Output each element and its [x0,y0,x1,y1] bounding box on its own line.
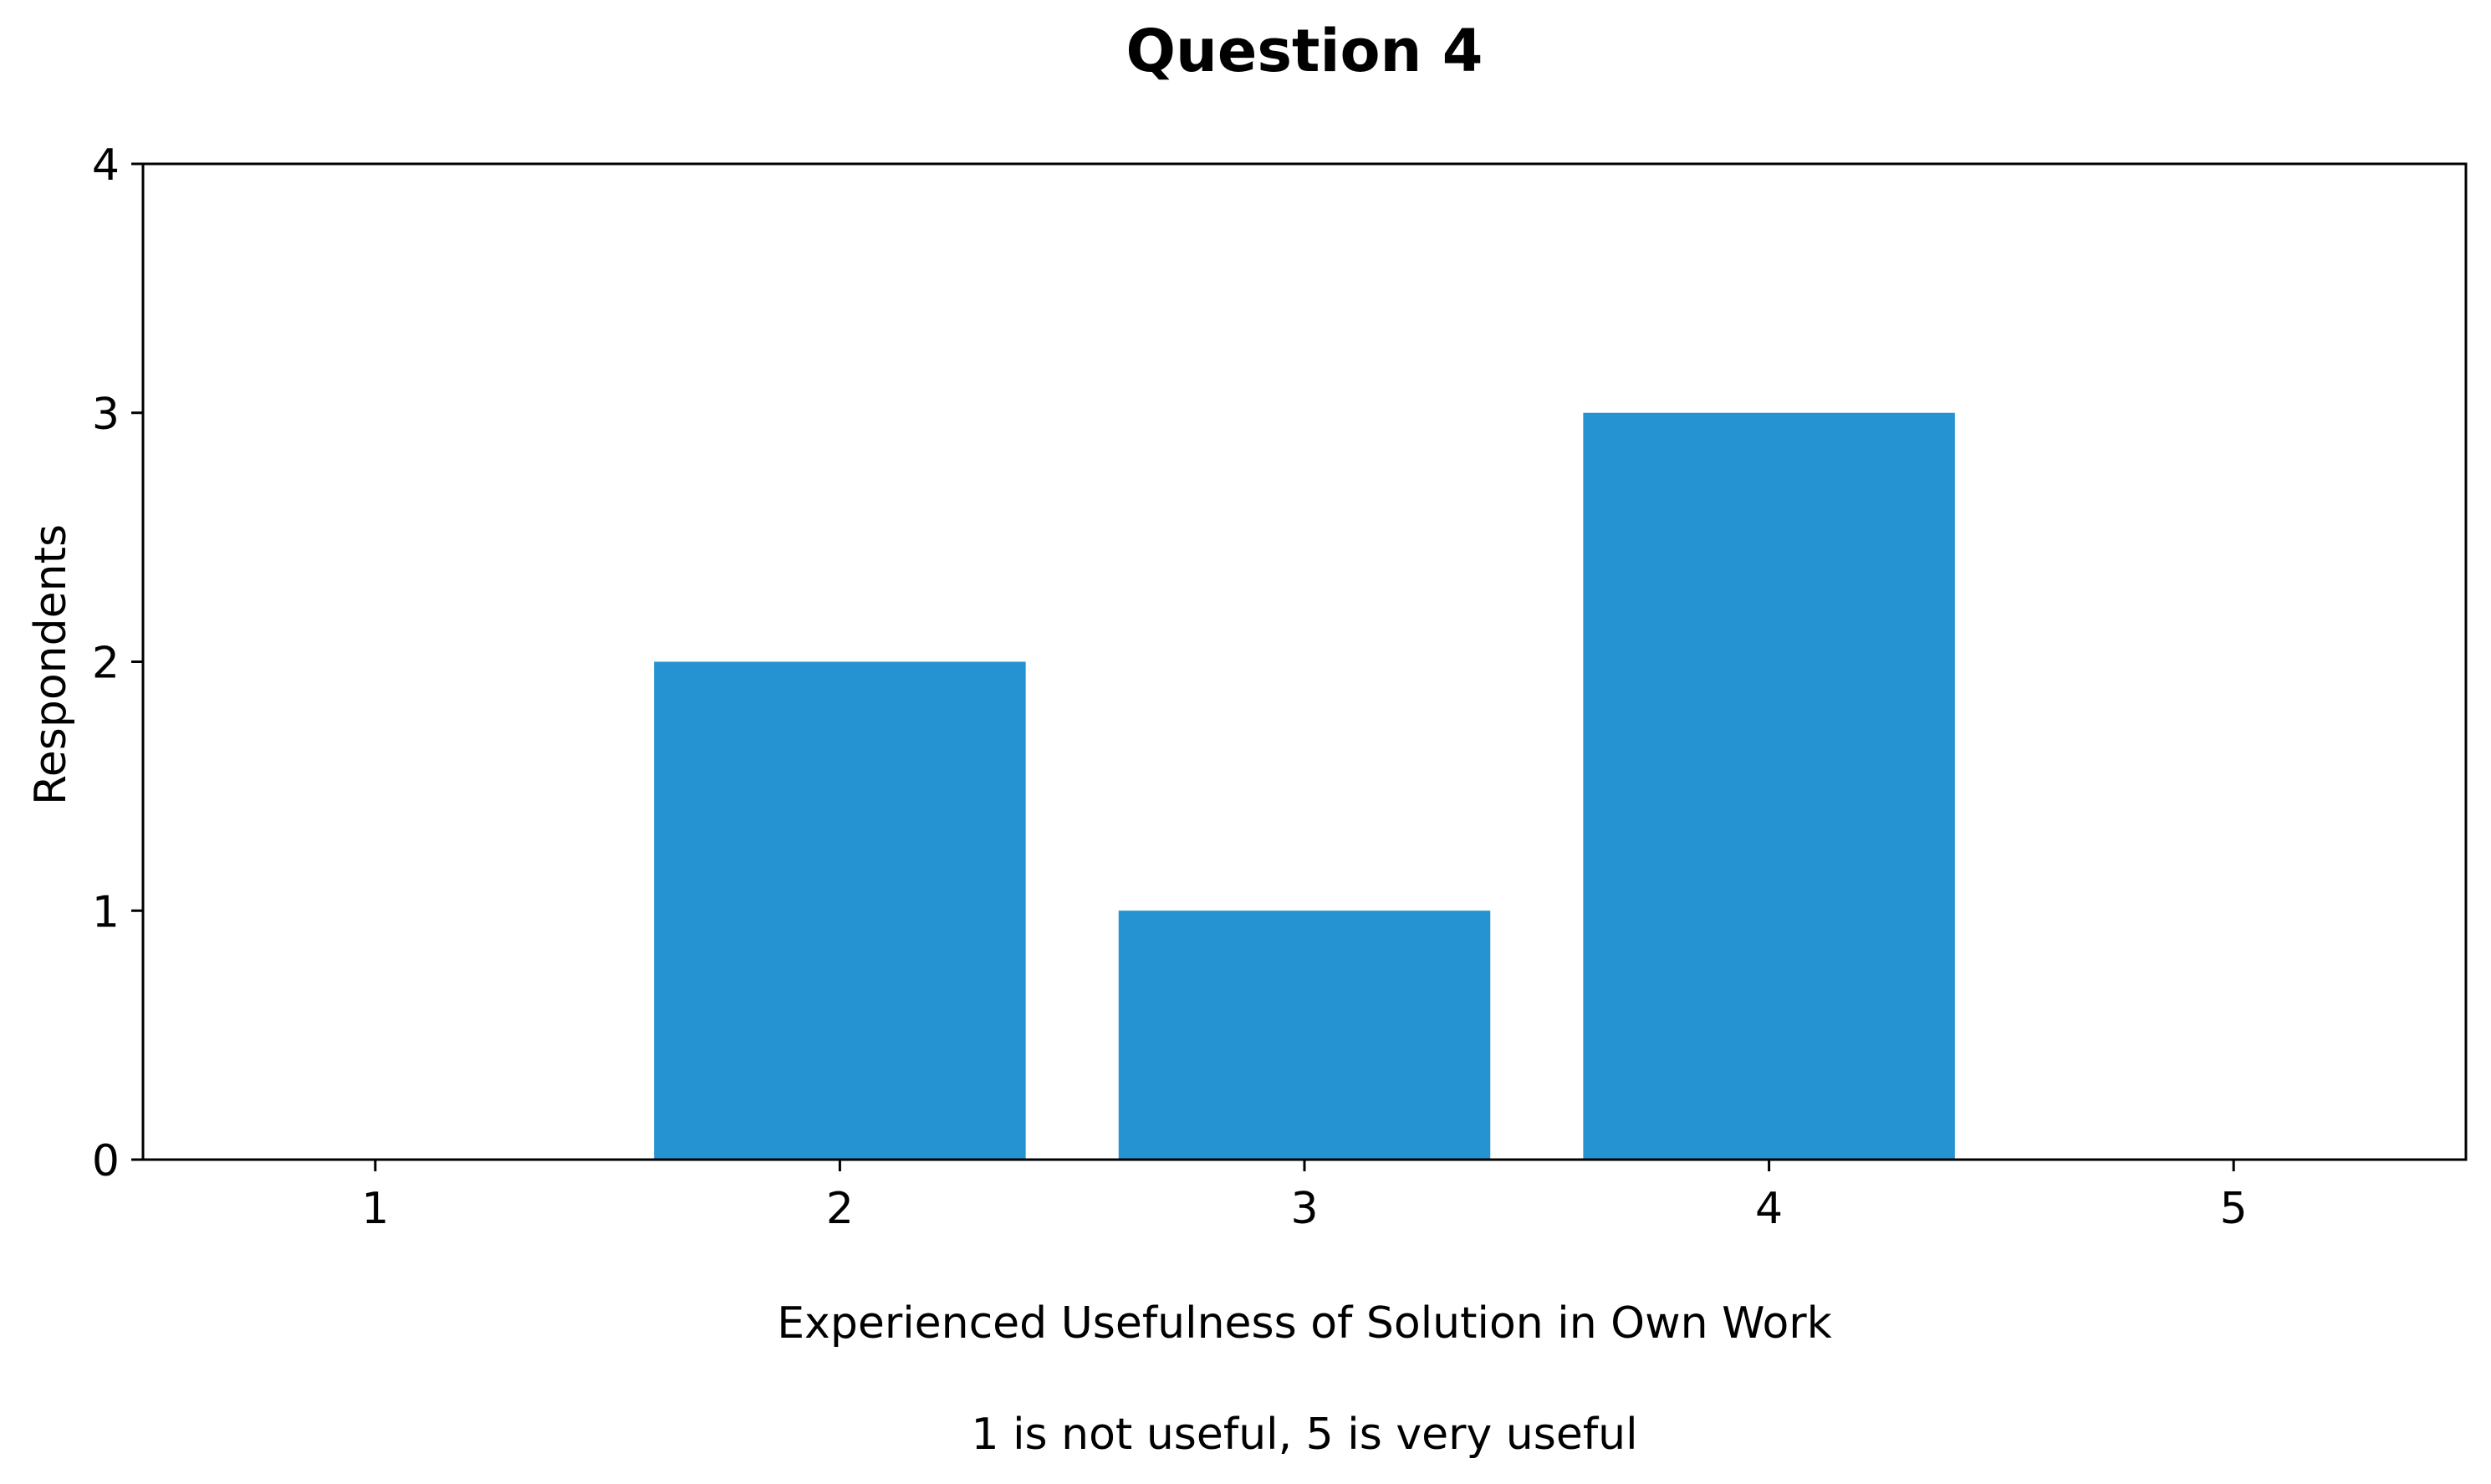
y-tick-label-1: 1 [92,887,120,937]
bar-2 [654,661,1026,1160]
bars-layer [654,412,1955,1160]
y-axis-label: Respondents [26,524,76,805]
x-axis-note: 1 is not useful, 5 is very useful [971,1410,1637,1460]
bar-3 [1118,910,1491,1160]
x-axis-label: Experienced Usefulness of Solution in Ow… [777,1298,1832,1349]
bar-4 [1583,412,1955,1160]
x-tick-label-5: 5 [2220,1184,2248,1234]
chart-title: Question 4 [1126,17,1483,85]
x-tick-label-2: 2 [826,1184,854,1234]
y-axis: 0 1 2 3 4 [92,140,143,1186]
y-tick-label-2: 2 [92,639,120,689]
y-tick-label-4: 4 [92,140,120,191]
x-tick-label-4: 4 [1755,1184,1783,1234]
x-tick-label-1: 1 [361,1184,389,1234]
y-tick-label-3: 3 [92,390,120,440]
x-axis: 1 2 3 4 5 [361,1160,2248,1234]
y-tick-label-0: 0 [92,1136,120,1186]
x-tick-label-3: 3 [1290,1184,1318,1234]
